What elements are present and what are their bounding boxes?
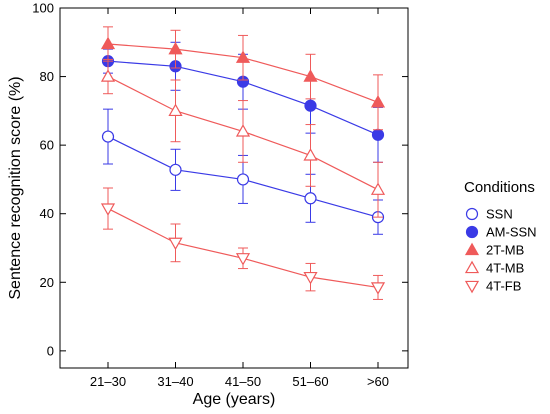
point-4t-fb-31-40: [168, 237, 183, 251]
point-ssn-21-30: [101, 130, 115, 143]
point-ssn-31-40: [169, 163, 182, 176]
x-axis-ticks: 21–30 31–40 41–50 51–60 >60: [90, 8, 389, 389]
legend: Conditions SSN AM-SSN 2T-MB 4T-MB 4T-FB: [464, 179, 537, 294]
x-tick-label-21-30: 21–30: [90, 374, 126, 389]
point-am-ssn-51-60: [304, 99, 317, 112]
point-2t-mb-21-30: [100, 36, 116, 50]
x-tick-label-41-50: 41–50: [225, 374, 261, 389]
point-4t-fb-60: [370, 282, 386, 295]
legend-label-am-ssn: AM-SSN: [486, 225, 537, 240]
plot-frame: [59, 7, 409, 369]
series-4t-fb: [100, 187, 386, 300]
legend-label-4t-fb: 4T-FB: [486, 279, 521, 294]
legend-marker-am-ssn: [465, 225, 479, 239]
point-4t-fb-41-50: [235, 253, 251, 266]
y-tick-label-40: 40: [40, 206, 54, 221]
point-2t-mb-60: [370, 94, 386, 108]
y-tick-label-80: 80: [40, 69, 54, 84]
point-4t-fb-51-60: [303, 271, 318, 285]
legend-item-ssn: SSN: [465, 207, 513, 222]
point-ssn-51-60: [304, 192, 317, 205]
legend-item-2t-mb: 2T-MB: [464, 242, 524, 258]
point-ssn-41-50: [236, 173, 250, 186]
x-tick-label-31-40: 31–40: [157, 374, 193, 389]
point-4t-mb-41-50: [235, 124, 251, 137]
legend-title: Conditions: [464, 179, 535, 196]
legend-marker-4t-mb: [464, 260, 480, 274]
legend-item-am-ssn: AM-SSN: [465, 225, 537, 240]
point-4t-mb-21-30: [100, 69, 116, 82]
series-2t-mb: [100, 26, 386, 131]
y-axis-ticks: 0 20 40 60 80 100: [32, 1, 408, 358]
legend-item-4t-fb: 4T-FB: [464, 279, 521, 294]
legend-items: SSN AM-SSN 2T-MB 4T-MB 4T-FB: [464, 207, 537, 294]
legend-label-2t-mb: 2T-MB: [486, 243, 524, 258]
series-4t-mb: [100, 58, 386, 218]
y-tick-label-20: 20: [40, 275, 54, 290]
legend-label-4t-mb: 4T-MB: [486, 261, 524, 276]
legend-marker-ssn: [465, 207, 479, 221]
legend-marker-4t-fb: [464, 280, 480, 294]
y-axis-title: Sentence recognition score (%): [7, 76, 24, 299]
legend-label-ssn: SSN: [486, 207, 513, 222]
series-am-ssn: [101, 41, 385, 163]
y-tick-label-100: 100: [32, 1, 54, 16]
point-4t-mb-51-60: [303, 148, 318, 161]
y-tick-label-0: 0: [47, 343, 54, 358]
point-2t-mb-41-50: [235, 50, 251, 63]
plot-area: 0 20 40 60 80 100 21–30 31–40 41–50 51–60 >60: [32, 1, 409, 389]
x-tick-label-51-60: 51–60: [292, 374, 328, 389]
point-4t-mb-60: [370, 182, 386, 195]
x-tick-label-60: >60: [367, 374, 389, 389]
point-4t-fb-21-30: [100, 203, 116, 216]
y-tick-label-60: 60: [40, 138, 54, 153]
series-layer: [100, 26, 386, 300]
legend-marker-2t-mb: [464, 242, 480, 256]
legend-item-4t-mb: 4T-MB: [464, 260, 524, 276]
point-2t-mb-51-60: [303, 69, 318, 82]
point-4t-mb-31-40: [168, 103, 183, 117]
point-am-ssn-60: [371, 128, 385, 141]
x-axis-title: Age (years): [193, 391, 276, 408]
point-2t-mb-31-40: [168, 41, 183, 55]
